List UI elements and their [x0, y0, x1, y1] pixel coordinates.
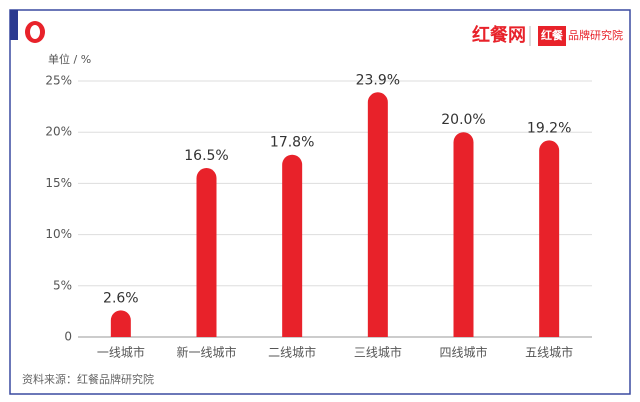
- y-tick-label: 25%: [45, 74, 72, 88]
- badge: 红餐: [541, 28, 564, 42]
- value-label: 17.8%: [270, 135, 314, 151]
- x-tick-label: 一线城市: [97, 345, 145, 360]
- x-tick-label: 二线城市: [268, 345, 316, 360]
- value-label: 2.6%: [103, 290, 139, 306]
- frame: [9, 9, 631, 395]
- bar: [539, 140, 560, 337]
- bar: [367, 92, 388, 337]
- badge-text: 品牌研究院: [568, 28, 623, 42]
- x-tick-label: 五线城市: [525, 345, 573, 360]
- y-tick-label: 5%: [53, 278, 72, 292]
- bar: [453, 132, 474, 337]
- y-tick-label: 10%: [45, 227, 72, 241]
- bar: [196, 168, 217, 337]
- x-tick-label: 新一线城市: [176, 345, 236, 360]
- bar: [282, 154, 303, 337]
- y-tick-label: 15%: [45, 176, 72, 190]
- y-tick-label: 20%: [45, 125, 72, 139]
- brand: 红餐网: [472, 24, 526, 46]
- value-label: 16.5%: [184, 148, 228, 164]
- x-tick-label: 三线城市: [354, 345, 402, 360]
- value-label: 20.0%: [441, 112, 485, 128]
- logo-icon-inner: [30, 25, 40, 39]
- y-tick-label: 0: [64, 330, 72, 344]
- unit-label: 单位 / %: [48, 52, 91, 66]
- value-label: 19.2%: [527, 120, 571, 136]
- x-tick-label: 四线城市: [439, 345, 487, 360]
- source: 资料来源：红餐品牌研究院: [22, 372, 154, 386]
- badge-bg: [538, 26, 566, 46]
- value-label: 23.9%: [356, 72, 400, 88]
- corner-tab: [10, 10, 18, 40]
- bar: [110, 310, 131, 337]
